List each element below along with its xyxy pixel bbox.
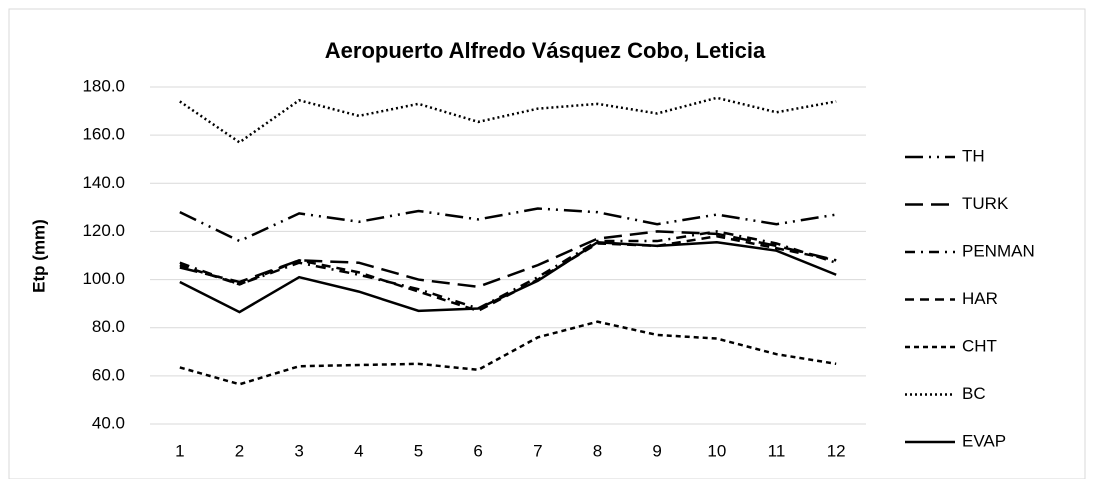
series-line — [179, 230, 837, 310]
legend-label: HAR — [962, 289, 998, 308]
x-tick-label: 5 — [414, 441, 423, 460]
x-tick-label: 7 — [533, 441, 542, 460]
y-tick-label: 120.0 — [82, 221, 125, 240]
y-tick-label: 140.0 — [82, 173, 125, 192]
x-tick-label: 4 — [354, 441, 363, 460]
y-tick-label: 160.0 — [82, 125, 125, 144]
series-line — [179, 320, 837, 386]
y-axis-title: Etp (mm) — [29, 219, 48, 293]
y-tick-label: 40.0 — [92, 413, 125, 432]
chart-title: Aeropuerto Alfredo Vásquez Cobo, Leticia — [325, 38, 766, 63]
x-tick-label: 11 — [768, 441, 786, 460]
legend-label: PENMAN — [962, 241, 1035, 260]
legend-label: CHT — [962, 336, 997, 355]
y-tick-label: 180.0 — [82, 76, 125, 95]
legend-label: TH — [962, 146, 985, 165]
series-line — [179, 207, 837, 243]
x-tick-label: 10 — [707, 441, 726, 460]
x-tick-label: 2 — [235, 441, 244, 460]
x-tick-label: 3 — [294, 441, 303, 460]
legend-label: TURK — [962, 194, 1009, 213]
legend-label: BC — [962, 384, 986, 403]
x-tick-label: 1 — [175, 441, 184, 460]
series-line — [179, 96, 837, 144]
x-tick-label: 8 — [593, 441, 602, 460]
x-tick-label: 9 — [652, 441, 661, 460]
series-line — [179, 230, 837, 289]
series-line — [179, 234, 837, 313]
legend-label: EVAP — [962, 431, 1006, 450]
y-tick-label: 80.0 — [92, 317, 125, 336]
x-tick-label: 6 — [473, 441, 482, 460]
x-tick-label: 12 — [827, 441, 846, 460]
y-tick-label: 100.0 — [82, 269, 125, 288]
chart-border — [8, 8, 1086, 479]
series-line — [179, 240, 837, 314]
y-tick-label: 60.0 — [92, 365, 125, 384]
